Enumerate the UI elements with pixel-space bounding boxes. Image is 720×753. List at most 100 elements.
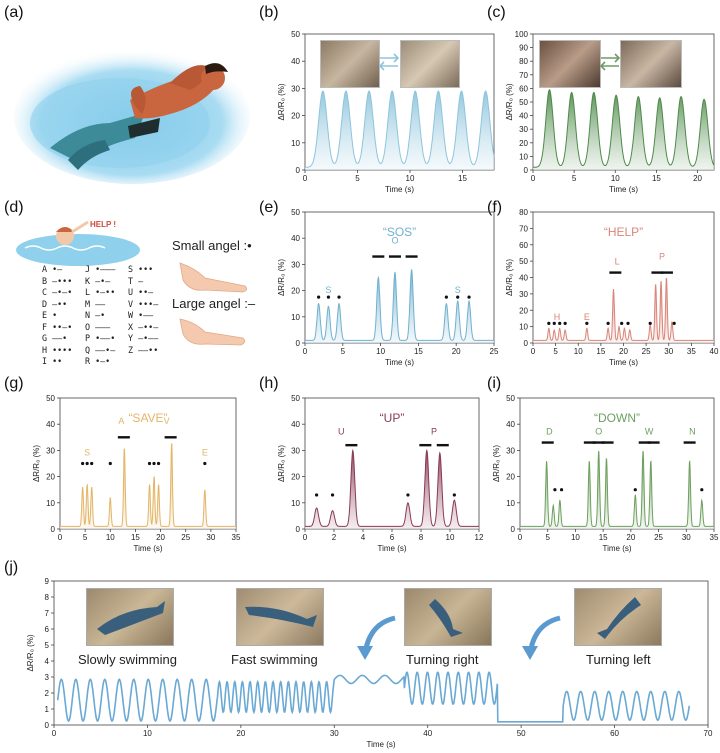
y-tick-label: 0 xyxy=(51,525,56,534)
y-tick-label: 80 xyxy=(519,208,528,217)
y-axis-title: ΔR/R₀ (%) xyxy=(277,83,286,120)
x-tick-label: 25 xyxy=(181,533,190,542)
dot-mark xyxy=(648,321,652,325)
y-tick-label: 70 xyxy=(519,71,528,80)
y-tick-label: 50 xyxy=(291,394,300,403)
curved-arrow-icon xyxy=(522,615,561,660)
dot-mark xyxy=(633,488,637,492)
x-tick-label: 25 xyxy=(642,347,651,356)
y-tick-label: 50 xyxy=(291,208,300,217)
dot-mark xyxy=(326,295,331,299)
dash-mark xyxy=(345,443,358,447)
chart-i: 0 5 10 15 20 25 30 35 0 10 20 30 40 50 Time (s) ΔR/R₀ (… xyxy=(492,394,719,553)
dash-mark xyxy=(651,271,664,274)
y-tick-label: 30 xyxy=(291,446,300,455)
x-tick-label: 50 xyxy=(517,729,526,738)
dash-mark xyxy=(647,441,660,444)
y-tick-label: 10 xyxy=(291,139,300,148)
x-tick-label: 0 xyxy=(531,347,536,356)
panel-label-h: (h) xyxy=(259,375,279,392)
y-axis-title: ΔR/R₀ (%) xyxy=(505,259,514,296)
y-tick-label: 20 xyxy=(519,139,528,148)
chart-title: “SOS” xyxy=(383,225,416,239)
letter-annotation: U xyxy=(338,427,345,437)
wrist-bent-photo xyxy=(539,40,601,88)
x-axis-title: Time (s) xyxy=(377,544,406,553)
morse-entry: Y –•–– xyxy=(128,333,159,343)
y-tick-label: 10 xyxy=(519,323,528,332)
signal-line xyxy=(520,451,714,527)
x-tick-label: 20 xyxy=(156,533,165,542)
letter-annotation: H xyxy=(554,312,561,322)
x-tick-label: 0 xyxy=(303,174,308,183)
letter-annotation: P xyxy=(659,251,665,261)
dash-mark xyxy=(609,271,622,274)
dot-mark xyxy=(563,321,567,325)
dash-mark xyxy=(117,436,130,439)
panel-label-c: (c) xyxy=(487,4,506,21)
dot-mark xyxy=(700,488,704,492)
morse-row: C –•–• L •–•• U ••– xyxy=(42,287,172,299)
letter-annotation: P xyxy=(431,427,437,437)
x-tick-label: 35 xyxy=(687,347,696,356)
morse-entry: D –•• xyxy=(42,298,68,309)
y-tick-label: 0 xyxy=(511,525,516,534)
x-tick-label: 25 xyxy=(654,533,663,542)
y-tick-label: 20 xyxy=(46,473,55,482)
x-axis-title: Time (s) xyxy=(366,740,395,749)
dot-mark xyxy=(626,321,630,325)
dot-mark xyxy=(547,321,551,325)
morse-entry: P •––• xyxy=(85,333,116,343)
x-tick-label: 0 xyxy=(303,347,308,356)
dot-mark xyxy=(317,295,321,299)
letter-annotation: W xyxy=(645,427,654,437)
y-tick-label: 70 xyxy=(519,224,528,233)
x-tick-label: 5 xyxy=(545,533,550,542)
dot-mark xyxy=(456,295,460,299)
dot-mark xyxy=(337,295,341,299)
dash-mark xyxy=(660,271,673,274)
x-tick-label: 5 xyxy=(355,174,360,183)
x-tick-label: 60 xyxy=(610,729,619,738)
letter-annotation: O xyxy=(595,427,602,437)
chart-c: 0 5 10 15 20 0 10 20 30 40 50 60 70 80 90 100 Time (s) ΔR… xyxy=(505,30,715,194)
swimmer-illustration xyxy=(14,48,250,184)
morse-entry: B –••• xyxy=(42,275,73,286)
signal-line xyxy=(60,443,236,527)
x-tick-label: 15 xyxy=(596,347,605,356)
morse-entry: R •–• xyxy=(85,356,111,366)
morse-entry: K –•– xyxy=(85,275,111,286)
large-angle-label: Large angel :– xyxy=(172,296,256,311)
fish-label-left: Turning left xyxy=(586,652,651,667)
morse-entry: M –– xyxy=(85,298,106,309)
y-tick-label: 0 xyxy=(296,339,301,348)
y-tick-label: 20 xyxy=(291,473,300,482)
dot-mark xyxy=(147,461,152,466)
y-tick-label: 30 xyxy=(291,260,300,269)
y-tick-label: 8 xyxy=(45,593,50,602)
x-tick-label: 35 xyxy=(710,533,719,542)
y-tick-label: 7 xyxy=(45,609,50,618)
letter-annotation: A xyxy=(118,416,124,426)
morse-entry: A •– xyxy=(42,264,63,274)
y-axis-title: ΔR/R₀ (%) xyxy=(277,445,286,482)
y-tick-label: 40 xyxy=(291,234,300,243)
letter-annotation: E xyxy=(202,448,208,458)
finger-bent-photo xyxy=(320,40,380,88)
fish-label-slow: Slowly swimming xyxy=(78,652,177,667)
morse-entry: J •––– xyxy=(85,264,116,274)
signal-line xyxy=(305,90,495,168)
signal-line xyxy=(305,448,479,527)
y-tick-label: 20 xyxy=(506,473,515,482)
robot-fish-photo-fast xyxy=(236,588,324,646)
y-tick-label: 5 xyxy=(45,641,50,650)
chart-title: “SAVE” xyxy=(128,411,167,425)
y-tick-label: 50 xyxy=(291,30,300,39)
x-axis-title: Time (s) xyxy=(385,185,414,194)
morse-code-table: A •– J •––– S ••• B –••• K –•– T – C –•–• L •–•… xyxy=(42,264,172,368)
y-tick-label: 1 xyxy=(45,705,50,714)
morse-entry: N –• xyxy=(85,310,106,320)
dot-mark xyxy=(452,493,456,497)
y-tick-label: 20 xyxy=(291,112,300,121)
y-tick-label: 10 xyxy=(46,499,55,508)
